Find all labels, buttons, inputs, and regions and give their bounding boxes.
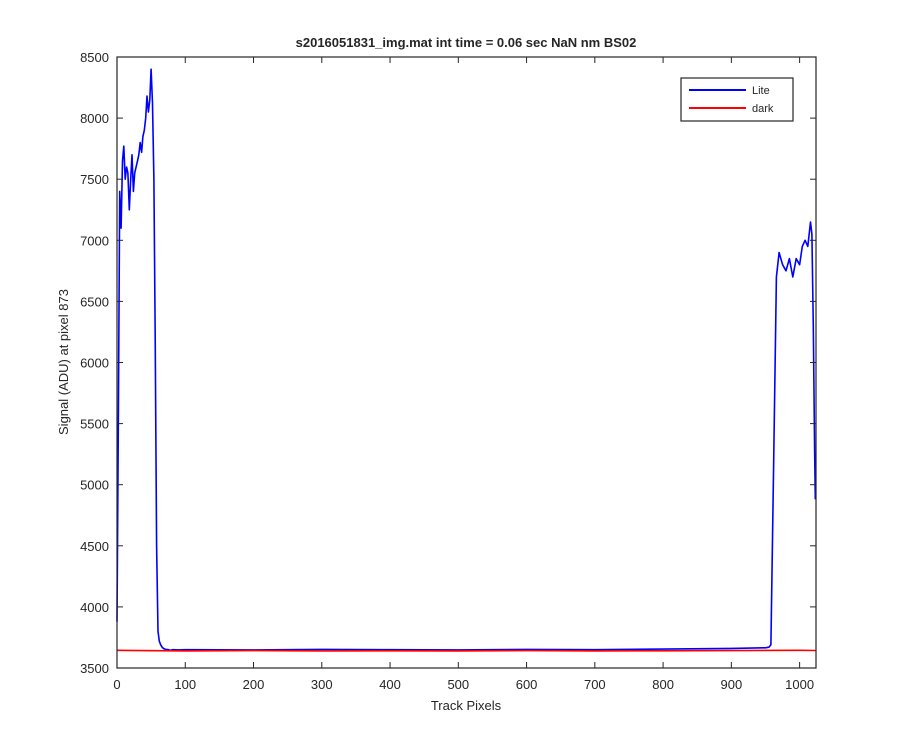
y-tick-label: 7000 <box>80 233 109 248</box>
plot-area <box>117 57 816 668</box>
y-tick-label: 6000 <box>80 356 109 371</box>
series-line-lite <box>116 68 817 652</box>
x-tick-label: 600 <box>516 677 538 692</box>
legend-label-lite: Lite <box>752 85 770 97</box>
y-tick-label: 5500 <box>80 417 109 432</box>
x-tick-label: 800 <box>652 677 674 692</box>
series-line-dark <box>116 649 817 652</box>
axes-layer: 0 100 200 300 400 500 600 700 800 900 1000 3500 4000… <box>80 50 817 692</box>
y-tick-label: 6500 <box>80 294 109 309</box>
x-axis-label: Track Pixels <box>431 698 502 713</box>
x-tick-label: 500 <box>447 677 469 692</box>
legend-label-dark: dark <box>752 103 774 115</box>
y-tick-label: 4500 <box>80 539 109 554</box>
x-tick-label: 900 <box>721 677 743 692</box>
x-tick-label: 700 <box>584 677 606 692</box>
legend: Lite dark <box>680 77 794 122</box>
x-tick-label: 400 <box>379 677 401 692</box>
y-tick-label: 3500 <box>80 661 109 676</box>
series-layer <box>116 68 817 652</box>
x-tick-label: 1000 <box>785 677 814 692</box>
legend-box <box>680 77 794 122</box>
chart-title: s2016051831_img.mat int time = 0.06 sec … <box>296 35 637 50</box>
y-tick-label: 4000 <box>80 600 109 615</box>
x-tick-label: 100 <box>174 677 196 692</box>
y-tick-label: 8500 <box>80 50 109 65</box>
x-tick-label: 0 <box>113 677 120 692</box>
x-tick-label: 200 <box>243 677 265 692</box>
x-tick-label: 300 <box>311 677 333 692</box>
y-tick-label: 7500 <box>80 172 109 187</box>
y-tick-label: 8000 <box>80 111 109 126</box>
y-tick-label: 5000 <box>80 478 109 493</box>
y-axis-label: Signal (ADU) at pixel 873 <box>56 289 71 435</box>
